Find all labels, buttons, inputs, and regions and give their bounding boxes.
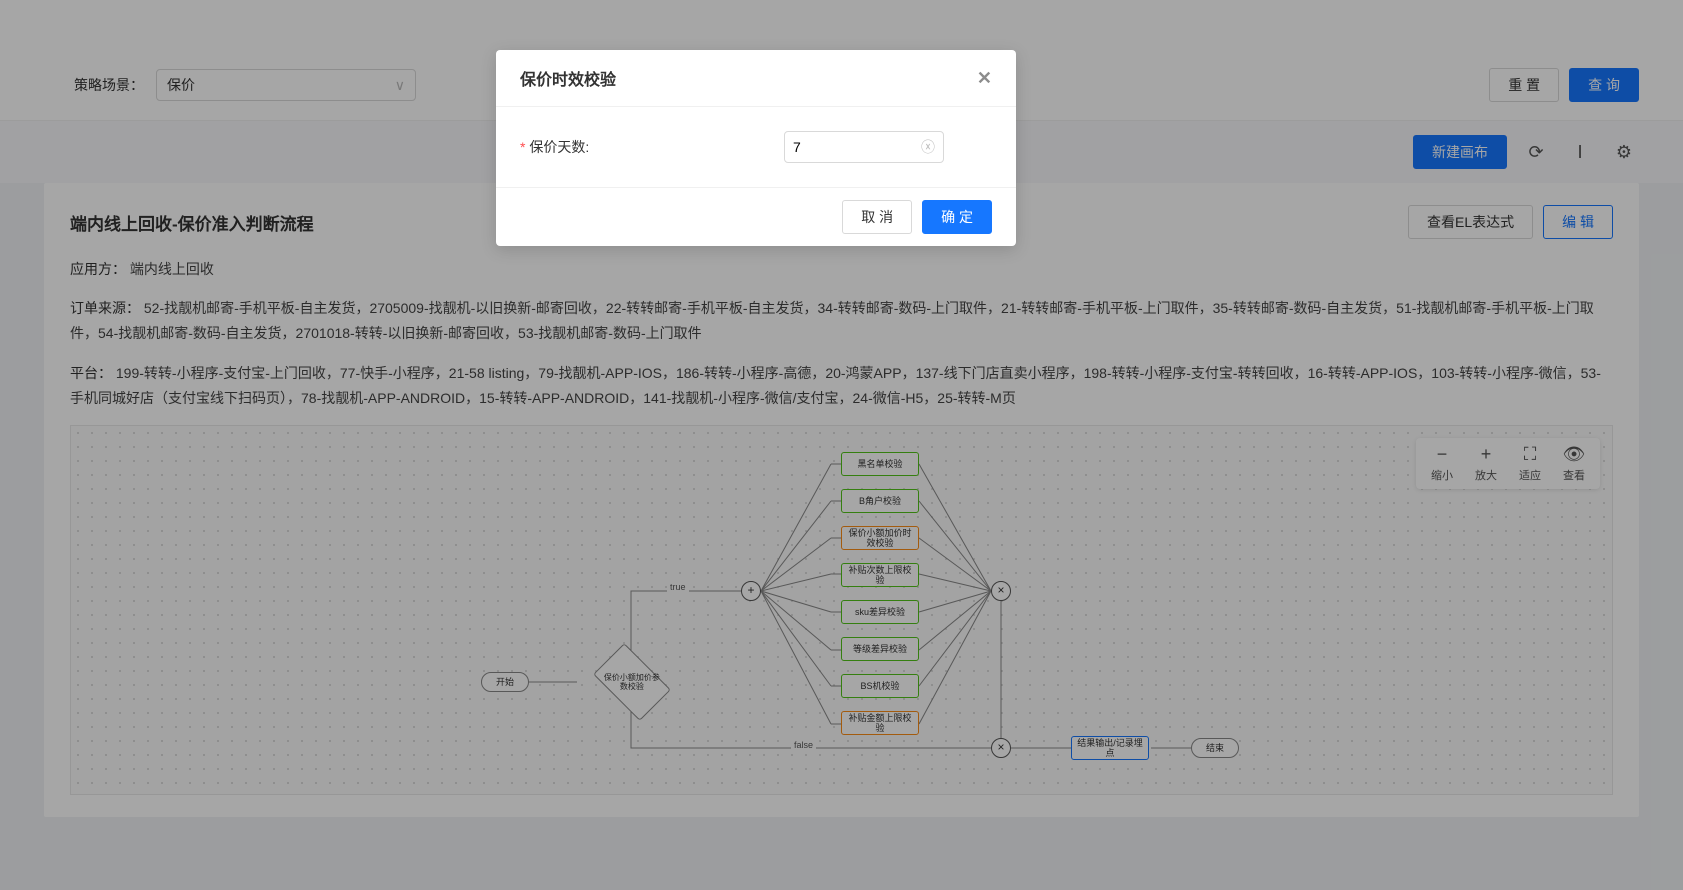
- cancel-button[interactable]: 取 消: [842, 200, 912, 234]
- days-input[interactable]: [793, 139, 921, 155]
- modal-title: 保价时效校验: [520, 66, 616, 90]
- modal-field-label: 保价天数:: [520, 137, 589, 157]
- close-icon[interactable]: ✕: [977, 68, 992, 89]
- ok-button[interactable]: 确 定: [922, 200, 992, 234]
- clear-icon[interactable]: ⓧ: [921, 137, 935, 157]
- modal-input-wrapper: ⓧ: [784, 131, 944, 163]
- modal-dialog: 保价时效校验 ✕ 保价天数: ⓧ 取 消 确 定: [496, 50, 1016, 246]
